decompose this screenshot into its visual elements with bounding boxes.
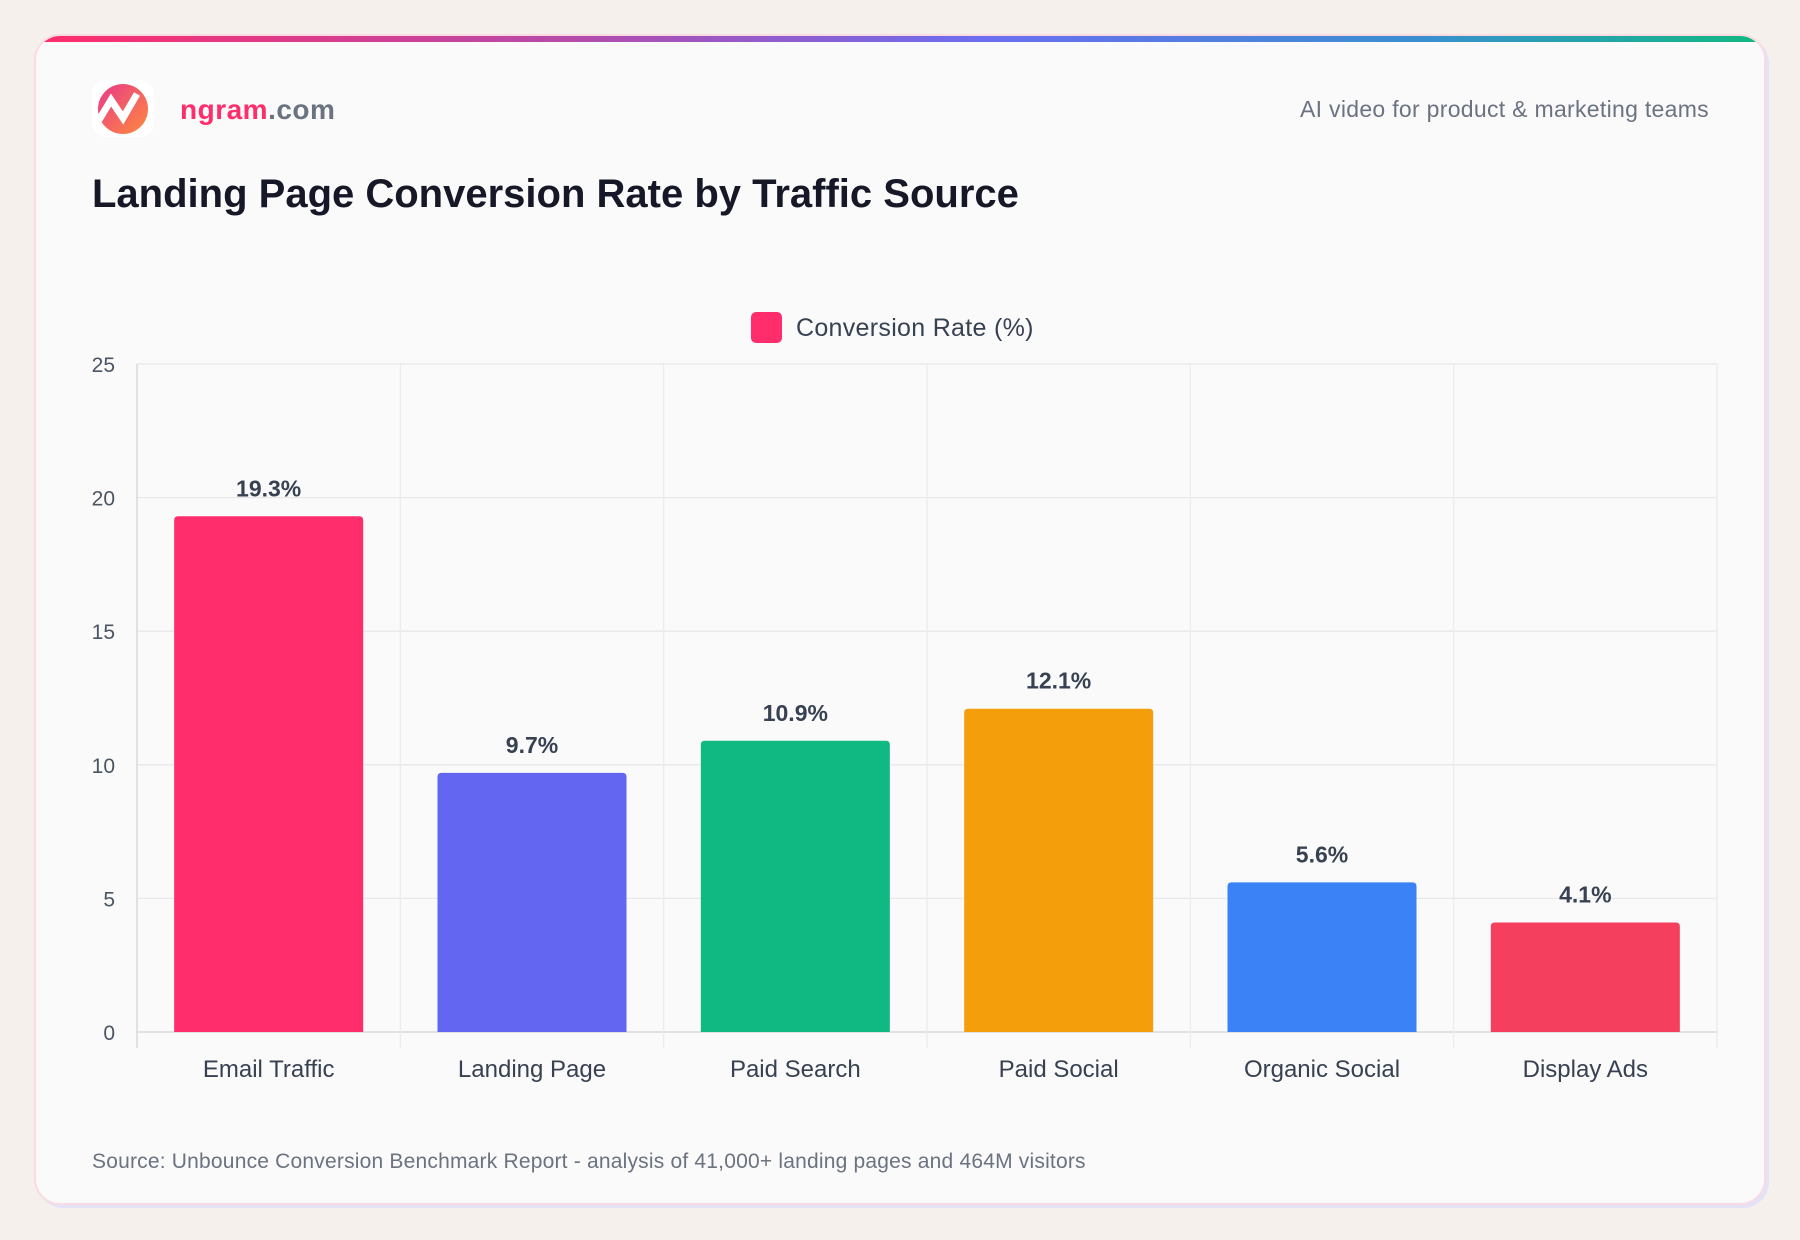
bar-landing-page bbox=[437, 772, 627, 1032]
data-label: 12.1% bbox=[1026, 668, 1091, 694]
x-tick-label: Email Traffic bbox=[203, 1056, 335, 1083]
brand-name: ngram.com bbox=[180, 94, 335, 126]
bar-paid-search bbox=[700, 740, 890, 1032]
y-tick-label: 25 bbox=[92, 354, 115, 377]
y-tick-label: 5 bbox=[103, 888, 115, 911]
y-tick-label: 10 bbox=[92, 755, 115, 778]
bar-organic-social bbox=[1227, 882, 1417, 1032]
tagline: AI video for product & marketing teams bbox=[1300, 96, 1709, 122]
ngram-logo-icon bbox=[92, 80, 154, 137]
y-tick-label: 20 bbox=[92, 488, 115, 511]
x-tick-label: Paid Search bbox=[730, 1056, 861, 1083]
y-tick-label: 15 bbox=[92, 621, 115, 644]
x-tick-label: Display Ads bbox=[1523, 1056, 1648, 1083]
bar-email-traffic bbox=[174, 516, 364, 1032]
source-note: Source: Unbounce Conversion Benchmark Re… bbox=[92, 1150, 1086, 1173]
brand-name-main: ngram bbox=[180, 94, 269, 125]
x-tick-label: Organic Social bbox=[1244, 1056, 1400, 1083]
legend-label: Conversion Rate (%) bbox=[796, 314, 1034, 342]
data-label: 19.3% bbox=[236, 475, 301, 501]
data-label: 5.6% bbox=[1296, 841, 1348, 867]
x-tick-label: Paid Social bbox=[999, 1056, 1119, 1083]
y-tick-label: 0 bbox=[103, 1022, 115, 1045]
bar-paid-social bbox=[964, 708, 1154, 1032]
gradient-top-bar bbox=[36, 36, 1764, 42]
bar-display-ads bbox=[1490, 922, 1680, 1032]
x-tick-label: Landing Page bbox=[458, 1056, 606, 1083]
legend-swatch bbox=[751, 312, 782, 343]
data-label: 10.9% bbox=[763, 700, 828, 726]
chart-title: Landing Page Conversion Rate by Traffic … bbox=[92, 172, 1019, 216]
data-label: 4.1% bbox=[1559, 881, 1611, 907]
data-label: 9.7% bbox=[506, 732, 558, 758]
brand-name-suffix: .com bbox=[268, 94, 336, 125]
